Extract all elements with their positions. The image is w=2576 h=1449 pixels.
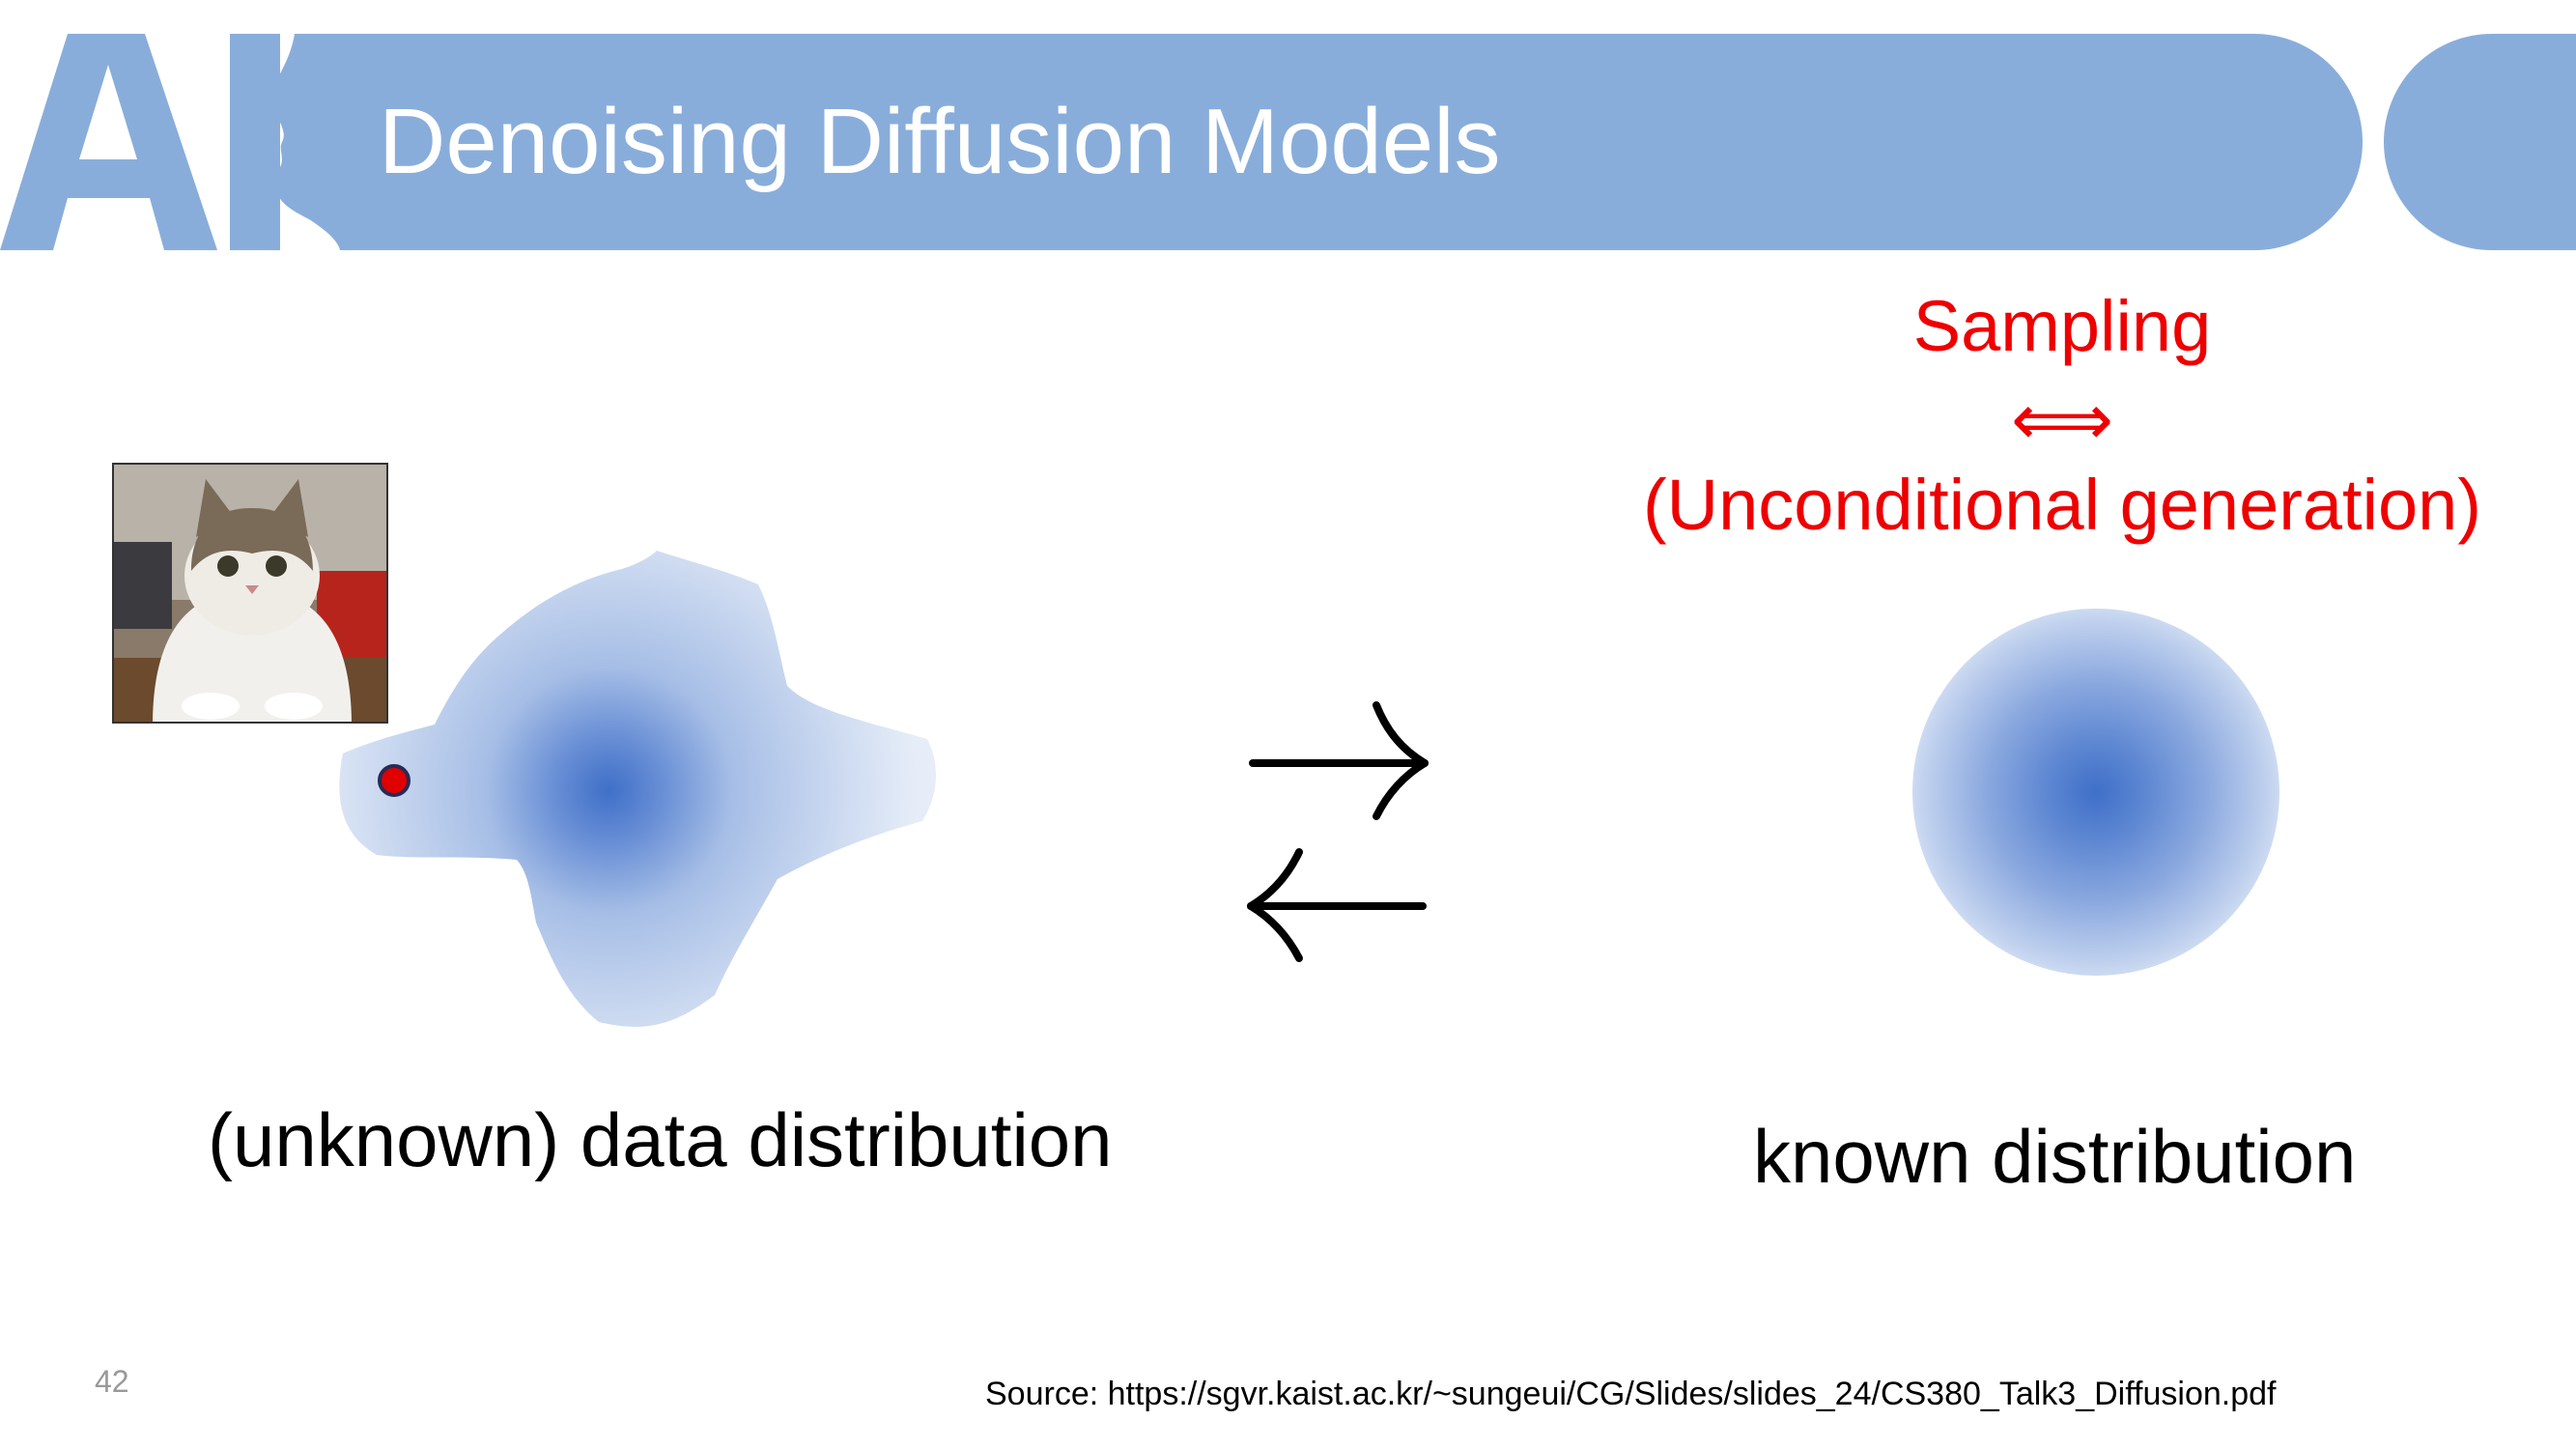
right-harpoon-arrow-icon <box>1249 701 1429 820</box>
equivalence-symbol: ⟺ <box>2010 380 2114 460</box>
data-distribution-blob <box>270 541 947 1043</box>
slide-title: Denoising Diffusion Models <box>379 90 1501 193</box>
title-bar-cap <box>2384 34 2576 250</box>
known-distribution-caption: known distribution <box>1753 1114 2357 1199</box>
ai-head-logo-icon <box>0 34 357 250</box>
title-bar <box>0 34 2363 250</box>
cat-photo-icon <box>112 463 388 724</box>
sampling-label: Sampling <box>1912 286 2212 366</box>
left-harpoon-arrow-icon <box>1247 848 1427 962</box>
sample-point <box>378 764 410 797</box>
unconditional-generation-label: (Unconditional generation) <box>1643 465 2481 545</box>
forward-reverse-arrows <box>1241 696 1434 976</box>
data-distribution-caption: (unknown) data distribution <box>208 1097 1113 1182</box>
page-number: 42 <box>95 1364 129 1399</box>
source-citation: Source: https://sgvr.kaist.ac.kr/~sungeu… <box>985 1376 2277 1412</box>
known-distribution-gaussian <box>1912 609 2279 976</box>
